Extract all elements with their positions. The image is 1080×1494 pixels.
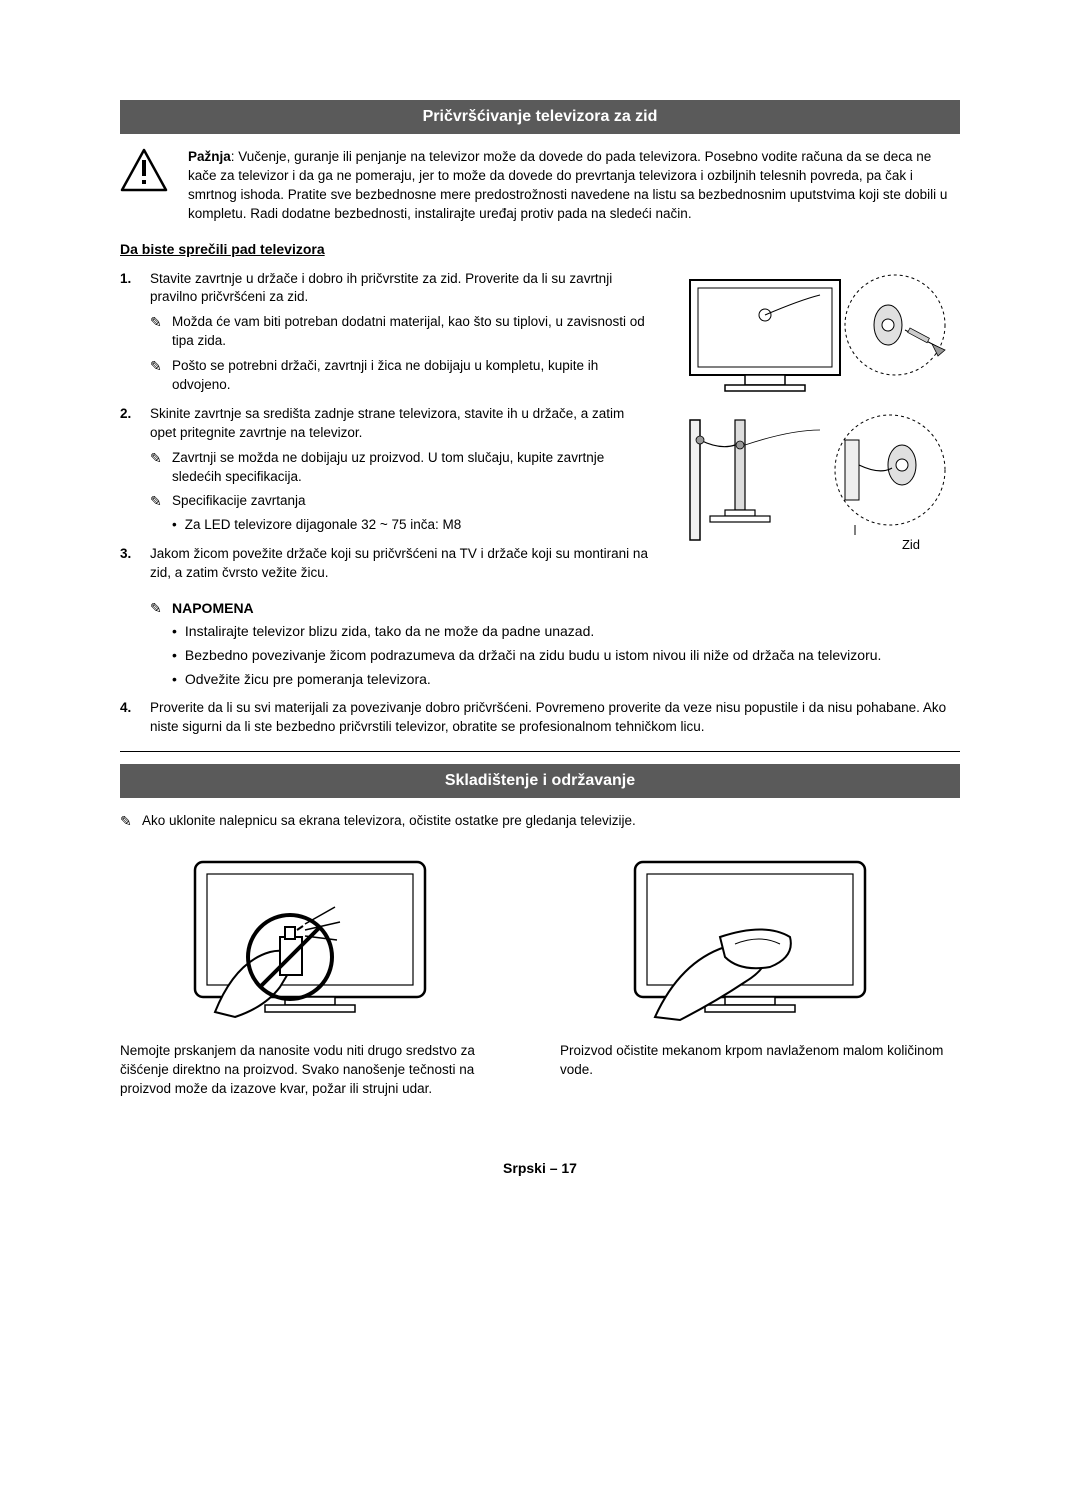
note-text: Možda će vam biti potreban dodatni mater… <box>172 313 650 351</box>
warning-body: : Vučenje, guranje ili penjanje na telev… <box>188 149 947 221</box>
list-number: 2. <box>120 405 142 535</box>
list-text: Proverite da li su svi materijali za pov… <box>150 699 960 737</box>
mounting-diagram <box>670 270 960 550</box>
napomena-block: ✎ NAPOMENA Instalirajte televizor blizu … <box>150 599 960 689</box>
note-icon: ✎ <box>150 357 166 395</box>
section-divider <box>120 751 960 752</box>
note-text: Specifikacije zavrtanja <box>172 492 306 512</box>
section-header-mounting: Pričvršćivanje televizora za zid <box>120 100 960 134</box>
cleaning-illustrations <box>120 852 960 1022</box>
instructions-col: 1. Stavite zavrtnje u držače i dobro ih … <box>120 270 650 593</box>
caption-row: Nemojte prskanjem da nanosite vodu niti … <box>120 1042 960 1099</box>
sub-bullet: Za LED televizore dijagonale 32 ~ 75 inč… <box>172 516 650 535</box>
warning-label: Pažnja <box>188 149 231 164</box>
note-icon: ✎ <box>150 313 166 351</box>
section-header-storage: Skladištenje i održavanje <box>120 764 960 798</box>
illustration-dont-spray <box>120 852 520 1022</box>
list-item: 4. Proverite da li su svi materijali za … <box>120 699 960 737</box>
napomena-bullet: Instalirajte televizor blizu zida, tako … <box>172 622 960 642</box>
note-item: ✎ Specifikacije zavrtanja <box>150 492 650 512</box>
illustration-wipe-cloth <box>560 852 960 1022</box>
note-text: Zavrtnji se možda ne dobijaju uz proizvo… <box>172 449 650 487</box>
napomena-label: NAPOMENA <box>172 599 254 619</box>
note-text: Pošto se potrebni držači, zavrtnji i žic… <box>172 357 650 395</box>
napomena-bullet: Bezbedno povezivanje žicom podrazumeva d… <box>172 646 960 666</box>
page-footer: Srpski – 17 <box>120 1159 960 1179</box>
note-item: ✎ Možda će vam biti potreban dodatni mat… <box>150 313 650 351</box>
mounting-two-col: 1. Stavite zavrtnje u držače i dobro ih … <box>120 270 960 593</box>
note-item: ✎ Zavrtnji se možda ne dobijaju uz proiz… <box>150 449 650 487</box>
list-item: 1. Stavite zavrtnje u držače i dobro ih … <box>120 270 650 395</box>
storage-intro-note: ✎ Ako uklonite nalepnicu sa ekrana telev… <box>120 812 960 832</box>
note-item: ✎ Pošto se potrebni držači, zavrtnji i ž… <box>150 357 650 395</box>
subheading-prevent-fall: Da biste sprečili pad televizora <box>120 240 960 260</box>
list-number: 4. <box>120 699 142 737</box>
list-text: Jakom žicom povežite držače koji su prič… <box>150 545 650 583</box>
list-text: Stavite zavrtnje u držače i dobro ih pri… <box>150 270 650 308</box>
list-item: 2. Skinite zavrtnje sa središta zadnje s… <box>120 405 650 535</box>
napomena-bullet: Odvežite žicu pre pomeranja televizora. <box>172 670 960 690</box>
note-icon: ✎ <box>150 492 166 512</box>
note-icon: ✎ <box>150 599 166 619</box>
warning-block: Pažnja: Vučenje, guranje ili penjanje na… <box>120 148 960 224</box>
caption-left: Nemojte prskanjem da nanosite vodu niti … <box>120 1042 520 1099</box>
list-text: Skinite zavrtnje sa središta zadnje stra… <box>150 405 650 443</box>
storage-intro-text: Ako uklonite nalepnicu sa ekrana televiz… <box>142 812 636 832</box>
warning-text: Pažnja: Vučenje, guranje ili penjanje na… <box>188 148 960 224</box>
caption-right: Proizvod očistite mekanom krpom navlažen… <box>560 1042 960 1099</box>
caution-icon <box>120 148 168 192</box>
list-item: 3. Jakom žicom povežite držače koji su p… <box>120 545 650 583</box>
list-number: 3. <box>120 545 142 583</box>
diagram-col: Zid <box>670 270 960 554</box>
list-number: 1. <box>120 270 142 395</box>
note-icon: ✎ <box>120 812 136 832</box>
note-icon: ✎ <box>150 449 166 487</box>
